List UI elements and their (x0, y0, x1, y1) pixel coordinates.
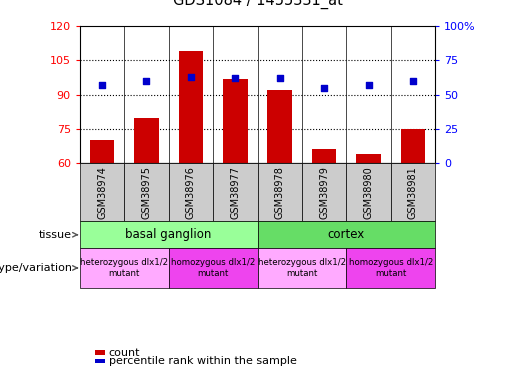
Text: GSM38978: GSM38978 (274, 166, 285, 219)
Point (187, 74, 195, 80)
Text: basal ganglion: basal ganglion (126, 228, 212, 241)
Text: GSM38980: GSM38980 (364, 166, 373, 219)
Text: cortex: cortex (328, 228, 365, 241)
Point (231, 75, 239, 81)
Bar (312, 150, 336, 163)
Text: GSM38977: GSM38977 (230, 166, 241, 219)
Text: GSM38975: GSM38975 (142, 166, 151, 219)
Point (98, 82, 106, 88)
Text: tissue: tissue (39, 230, 72, 240)
Text: heterozygous dlx1/2
mutant: heterozygous dlx1/2 mutant (258, 258, 346, 278)
Text: genotype/variation: genotype/variation (0, 263, 72, 273)
Bar (179, 51, 203, 163)
Text: GDS1084 / 1455331_at: GDS1084 / 1455331_at (173, 0, 342, 9)
Bar (356, 154, 381, 163)
Text: percentile rank within the sample: percentile rank within the sample (109, 356, 297, 366)
Bar (223, 79, 248, 163)
Text: homozygous dlx1/2
mutant: homozygous dlx1/2 mutant (349, 258, 433, 278)
Bar (134, 117, 159, 163)
Point (276, 75, 284, 81)
Text: GSM38979: GSM38979 (319, 166, 329, 219)
Text: GSM38981: GSM38981 (408, 166, 418, 219)
Bar (401, 129, 425, 163)
Bar (267, 90, 292, 163)
Text: count: count (109, 348, 140, 358)
Text: homozygous dlx1/2
mutant: homozygous dlx1/2 mutant (171, 258, 255, 278)
Text: heterozygous dlx1/2
mutant: heterozygous dlx1/2 mutant (80, 258, 168, 278)
Text: GSM38974: GSM38974 (97, 166, 107, 219)
Text: GSM38976: GSM38976 (186, 166, 196, 219)
Point (409, 78, 417, 84)
Point (365, 82, 373, 88)
Point (320, 85, 328, 91)
Bar (90, 140, 114, 163)
Point (142, 78, 150, 84)
